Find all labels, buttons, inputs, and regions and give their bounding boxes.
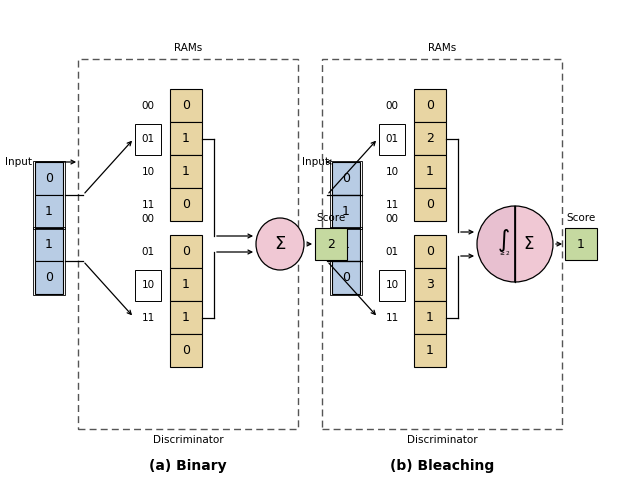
Text: RAMs: RAMs <box>428 43 456 53</box>
Text: 1: 1 <box>182 132 190 145</box>
Text: 10: 10 <box>386 167 399 177</box>
Text: 1: 1 <box>45 238 53 251</box>
Text: 1: 1 <box>45 205 53 218</box>
FancyBboxPatch shape <box>414 334 446 367</box>
Text: Discriminator: Discriminator <box>407 435 477 445</box>
Text: 11: 11 <box>141 200 154 210</box>
Text: 0: 0 <box>182 99 190 112</box>
FancyBboxPatch shape <box>35 261 63 294</box>
Text: 0: 0 <box>45 172 53 185</box>
Text: 11: 11 <box>386 313 399 323</box>
FancyBboxPatch shape <box>170 155 202 188</box>
FancyBboxPatch shape <box>170 235 202 268</box>
Text: Discriminator: Discriminator <box>153 435 224 445</box>
Text: $_{\geq 2}$: $_{\geq 2}$ <box>498 249 510 258</box>
Text: 1: 1 <box>182 165 190 178</box>
Text: 1: 1 <box>577 238 585 251</box>
Text: 10: 10 <box>141 167 154 177</box>
FancyBboxPatch shape <box>170 122 202 155</box>
FancyBboxPatch shape <box>332 195 360 228</box>
Text: (a) Binary: (a) Binary <box>149 459 227 473</box>
Text: 0: 0 <box>182 245 190 258</box>
FancyBboxPatch shape <box>35 195 63 228</box>
Text: 0: 0 <box>426 99 434 112</box>
FancyBboxPatch shape <box>35 228 63 261</box>
Text: $\Sigma$: $\Sigma$ <box>523 235 534 253</box>
Text: Score: Score <box>317 213 345 223</box>
Text: Input: Input <box>5 157 32 167</box>
Text: 0: 0 <box>342 172 350 185</box>
Text: 1: 1 <box>342 205 350 218</box>
Text: 2: 2 <box>426 132 434 145</box>
Text: 1: 1 <box>182 278 190 291</box>
Text: 01: 01 <box>386 134 399 144</box>
FancyBboxPatch shape <box>414 155 446 188</box>
FancyBboxPatch shape <box>414 301 446 334</box>
FancyBboxPatch shape <box>379 270 405 301</box>
Text: 11: 11 <box>141 313 154 323</box>
Text: 01: 01 <box>386 247 399 257</box>
Text: $\Sigma$: $\Sigma$ <box>274 235 286 253</box>
FancyBboxPatch shape <box>332 261 360 294</box>
FancyBboxPatch shape <box>414 188 446 221</box>
Text: 11: 11 <box>386 200 399 210</box>
Text: 01: 01 <box>141 134 154 144</box>
Text: Input: Input <box>302 157 329 167</box>
Text: 3: 3 <box>426 278 434 291</box>
Text: $\int$: $\int$ <box>497 227 509 254</box>
Text: (b) Bleaching: (b) Bleaching <box>390 459 494 473</box>
Text: 00: 00 <box>141 214 154 224</box>
Ellipse shape <box>256 218 304 270</box>
FancyBboxPatch shape <box>170 89 202 122</box>
Text: 2: 2 <box>327 238 335 251</box>
FancyBboxPatch shape <box>35 162 63 195</box>
Wedge shape <box>515 206 553 282</box>
Text: 0: 0 <box>426 245 434 258</box>
FancyBboxPatch shape <box>135 270 161 301</box>
Text: RAMs: RAMs <box>174 43 202 53</box>
FancyBboxPatch shape <box>414 89 446 122</box>
Text: 0: 0 <box>45 271 53 284</box>
FancyBboxPatch shape <box>170 268 202 301</box>
Text: 1: 1 <box>342 238 350 251</box>
FancyBboxPatch shape <box>315 228 347 260</box>
Text: 00: 00 <box>386 101 399 111</box>
Text: 1: 1 <box>426 344 434 357</box>
FancyBboxPatch shape <box>379 123 405 154</box>
FancyBboxPatch shape <box>170 334 202 367</box>
Text: 01: 01 <box>141 247 154 257</box>
Text: Score: Score <box>566 213 595 223</box>
Wedge shape <box>477 206 515 282</box>
FancyBboxPatch shape <box>565 228 597 260</box>
Text: 1: 1 <box>426 165 434 178</box>
FancyBboxPatch shape <box>332 228 360 261</box>
Text: 0: 0 <box>426 198 434 211</box>
FancyBboxPatch shape <box>414 235 446 268</box>
FancyBboxPatch shape <box>414 122 446 155</box>
Text: 00: 00 <box>141 101 154 111</box>
Text: 10: 10 <box>141 280 154 290</box>
FancyBboxPatch shape <box>332 162 360 195</box>
FancyBboxPatch shape <box>170 188 202 221</box>
FancyBboxPatch shape <box>414 268 446 301</box>
Text: 00: 00 <box>386 214 399 224</box>
Text: 0: 0 <box>182 198 190 211</box>
Text: 1: 1 <box>426 311 434 324</box>
Text: 0: 0 <box>342 271 350 284</box>
Text: 0: 0 <box>182 344 190 357</box>
FancyBboxPatch shape <box>170 301 202 334</box>
Text: 1: 1 <box>182 311 190 324</box>
Text: 10: 10 <box>386 280 399 290</box>
FancyBboxPatch shape <box>135 123 161 154</box>
